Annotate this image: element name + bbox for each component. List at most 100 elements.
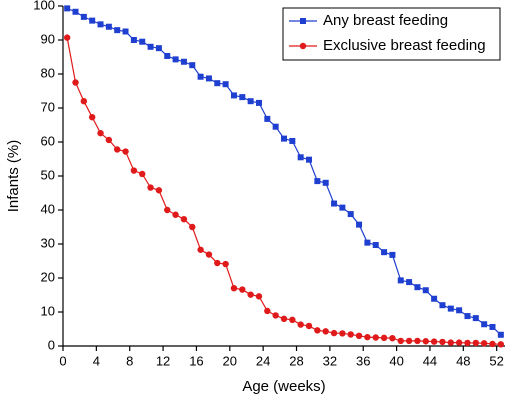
point bbox=[114, 146, 121, 153]
point bbox=[122, 28, 129, 35]
point bbox=[264, 115, 271, 122]
legend-box bbox=[282, 7, 501, 61]
x-tick-label: 4 bbox=[93, 353, 100, 368]
x-tick-label: 36 bbox=[356, 353, 370, 368]
point bbox=[255, 293, 263, 300]
point bbox=[389, 334, 396, 342]
point bbox=[280, 315, 288, 322]
point bbox=[372, 242, 379, 249]
y-tick-label: 40 bbox=[41, 201, 55, 216]
point bbox=[447, 305, 454, 312]
point bbox=[414, 284, 421, 291]
y-tick-label: 90 bbox=[41, 31, 55, 46]
point bbox=[230, 285, 238, 292]
x-tick-label: 48 bbox=[456, 353, 470, 368]
legend-label: Exclusive breast feeding bbox=[323, 37, 486, 54]
point bbox=[214, 259, 221, 267]
y-tick-label: 0 bbox=[48, 337, 55, 352]
point bbox=[281, 135, 287, 142]
point bbox=[205, 75, 212, 82]
point bbox=[331, 200, 338, 207]
y-tick-label: 10 bbox=[41, 303, 55, 318]
point bbox=[339, 330, 346, 337]
point bbox=[130, 37, 137, 43]
point bbox=[347, 331, 354, 338]
point bbox=[264, 307, 271, 315]
point bbox=[297, 321, 304, 328]
y-tick-label: 80 bbox=[41, 65, 55, 80]
point bbox=[130, 167, 138, 174]
point bbox=[239, 286, 246, 293]
point bbox=[314, 178, 321, 185]
point bbox=[414, 337, 421, 345]
point bbox=[389, 251, 396, 258]
point bbox=[472, 339, 480, 347]
point bbox=[205, 251, 213, 258]
y-tick-label: 20 bbox=[41, 269, 55, 284]
point bbox=[180, 58, 187, 65]
point bbox=[63, 34, 71, 41]
y-tick-label: 30 bbox=[41, 235, 55, 250]
point bbox=[147, 43, 154, 50]
point bbox=[97, 129, 104, 137]
x-tick-label: 16 bbox=[189, 353, 203, 368]
point bbox=[230, 92, 237, 99]
point bbox=[339, 204, 346, 211]
point bbox=[322, 328, 329, 335]
point bbox=[464, 313, 471, 320]
point bbox=[139, 38, 146, 45]
y-tick-label: 60 bbox=[41, 133, 55, 148]
point bbox=[255, 99, 262, 106]
x-tick-label: 44 bbox=[423, 353, 437, 368]
legend-label: Any breast feeding bbox=[323, 12, 448, 29]
point bbox=[72, 8, 79, 15]
point bbox=[105, 23, 112, 30]
point bbox=[480, 340, 488, 347]
legend-marker bbox=[299, 42, 307, 50]
point bbox=[397, 337, 404, 345]
point bbox=[489, 340, 496, 348]
point bbox=[72, 79, 79, 86]
point bbox=[356, 221, 363, 228]
point bbox=[364, 333, 371, 341]
point bbox=[289, 316, 296, 324]
point bbox=[372, 334, 379, 341]
point bbox=[80, 13, 87, 20]
point bbox=[222, 260, 229, 268]
point bbox=[489, 323, 496, 330]
point bbox=[164, 52, 171, 59]
point bbox=[239, 94, 246, 101]
point bbox=[189, 223, 196, 231]
point bbox=[197, 73, 204, 80]
x-tick-label: 28 bbox=[289, 353, 303, 368]
x-tick-label: 8 bbox=[126, 353, 133, 368]
point bbox=[147, 184, 154, 191]
point bbox=[139, 170, 146, 178]
x-axis-label: Age (weeks) bbox=[242, 378, 325, 395]
y-tick-label: 50 bbox=[41, 167, 55, 182]
point bbox=[455, 339, 463, 346]
point bbox=[172, 56, 179, 63]
point bbox=[164, 206, 171, 214]
point bbox=[355, 332, 363, 339]
x-tick-label: 32 bbox=[323, 353, 337, 368]
point bbox=[422, 287, 429, 294]
point bbox=[406, 279, 413, 286]
x-tick-label: 24 bbox=[256, 353, 270, 368]
point bbox=[497, 341, 505, 348]
point bbox=[314, 327, 321, 334]
point bbox=[89, 17, 96, 24]
point bbox=[180, 215, 188, 223]
point bbox=[114, 27, 121, 34]
point bbox=[80, 98, 88, 105]
point bbox=[364, 239, 371, 246]
point bbox=[222, 81, 229, 88]
point bbox=[439, 302, 446, 309]
point bbox=[297, 154, 304, 161]
legend-marker bbox=[300, 18, 306, 24]
point bbox=[497, 331, 504, 338]
point bbox=[214, 80, 221, 87]
x-tick-label: 20 bbox=[223, 353, 237, 368]
point bbox=[155, 187, 163, 194]
